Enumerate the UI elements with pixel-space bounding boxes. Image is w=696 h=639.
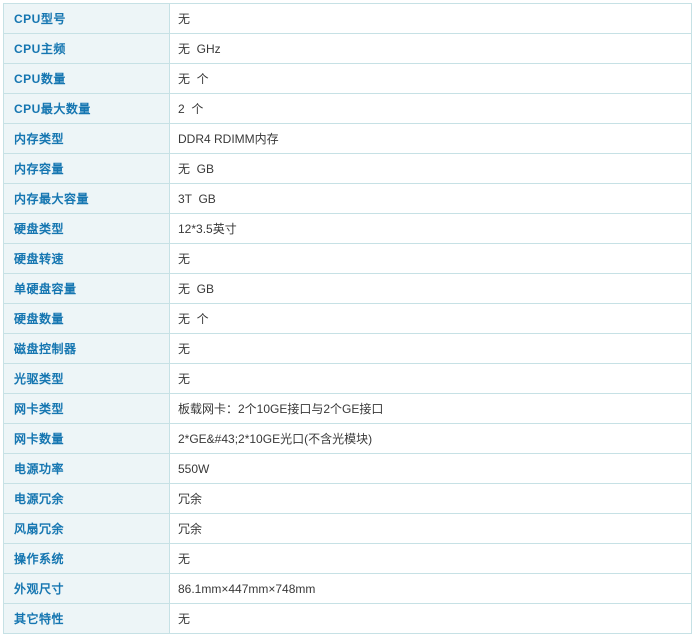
- table-row: 单硬盘容量无 GB: [3, 273, 692, 304]
- spec-value: 无: [169, 3, 692, 34]
- table-row: 内存类型 DDR4 RDIMM内存: [3, 123, 692, 154]
- table-row: 内存最大容量 3T GB: [3, 183, 692, 214]
- spec-value: 2 个: [169, 93, 692, 124]
- table-row: 网卡数量 2*GE&#43;2*10GE光口(不含光模块): [3, 423, 692, 454]
- spec-value: 无: [169, 603, 692, 634]
- spec-label: 网卡类型: [3, 393, 170, 424]
- spec-value: 冗余: [169, 483, 692, 514]
- spec-value: 3T GB: [169, 183, 692, 214]
- table-row: 磁盘控制器无: [3, 333, 692, 364]
- spec-label: 硬盘转速: [3, 243, 170, 274]
- spec-label: 风扇冗余: [3, 513, 170, 544]
- spec-label: 内存容量: [3, 153, 170, 184]
- spec-value: 无: [169, 243, 692, 274]
- table-row: 操作系统无: [3, 543, 692, 574]
- spec-label: 内存类型: [3, 123, 170, 154]
- spec-label: CPU数量: [3, 63, 170, 94]
- spec-value: 2*GE&#43;2*10GE光口(不含光模块): [169, 423, 692, 454]
- spec-label: 其它特性: [3, 603, 170, 634]
- table-row: 光驱类型无: [3, 363, 692, 394]
- spec-table-body: CPU型号无 CPU主频无 GHz CPU数量无 个 CPU最大数量 2 个内存类型 DD…: [3, 3, 692, 634]
- spec-value: 无 个: [169, 303, 692, 334]
- spec-value: 板载网卡：2个10GE接口与2个GE接口: [169, 393, 692, 424]
- spec-label: 电源功率: [3, 453, 170, 484]
- spec-label: CPU主频: [3, 33, 170, 64]
- table-row: CPU最大数量 2 个: [3, 93, 692, 124]
- table-row: CPU型号无: [3, 3, 692, 34]
- table-row: CPU数量无 个: [3, 63, 692, 94]
- table-row: 硬盘转速无: [3, 243, 692, 274]
- spec-value: 无: [169, 543, 692, 574]
- spec-label: CPU最大数量: [3, 93, 170, 124]
- table-row: 其它特性无: [3, 603, 692, 634]
- spec-label: 电源冗余: [3, 483, 170, 514]
- spec-value: DDR4 RDIMM内存: [169, 123, 692, 154]
- spec-value: 无 GB: [169, 273, 692, 304]
- spec-label: 单硬盘容量: [3, 273, 170, 304]
- table-row: CPU主频无 GHz: [3, 33, 692, 64]
- spec-value: 无: [169, 333, 692, 364]
- table-row: 网卡类型 板载网卡：2个10GE接口与2个GE接口: [3, 393, 692, 424]
- spec-value: 12*3.5英寸: [169, 213, 692, 244]
- table-row: 硬盘数量无 个: [3, 303, 692, 334]
- spec-value: 无 GB: [169, 153, 692, 184]
- table-row: 电源功率 550W: [3, 453, 692, 484]
- table-row: 电源冗余 冗余: [3, 483, 692, 514]
- table-row: 外观尺寸 86.1mm×447mm×748mm: [3, 573, 692, 604]
- spec-value: 无 个: [169, 63, 692, 94]
- table-row: 硬盘类型 12*3.5英寸: [3, 213, 692, 244]
- spec-label: 网卡数量: [3, 423, 170, 454]
- spec-value: 550W: [169, 453, 692, 484]
- table-row: 风扇冗余 冗余: [3, 513, 692, 544]
- spec-value: 冗余: [169, 513, 692, 544]
- spec-label: 磁盘控制器: [3, 333, 170, 364]
- spec-label: 硬盘类型: [3, 213, 170, 244]
- spec-label: 光驱类型: [3, 363, 170, 394]
- spec-label: 操作系统: [3, 543, 170, 574]
- spec-label: CPU型号: [3, 3, 170, 34]
- spec-label: 内存最大容量: [3, 183, 170, 214]
- spec-label: 硬盘数量: [3, 303, 170, 334]
- spec-label: 外观尺寸: [3, 573, 170, 604]
- spec-value: 无 GHz: [169, 33, 692, 64]
- spec-value: 86.1mm×447mm×748mm: [169, 573, 692, 604]
- spec-value: 无: [169, 363, 692, 394]
- server-spec-table: CPU型号无 CPU主频无 GHz CPU数量无 个 CPU最大数量 2 个内存类型 DD…: [3, 3, 692, 634]
- table-row: 内存容量无 GB: [3, 153, 692, 184]
